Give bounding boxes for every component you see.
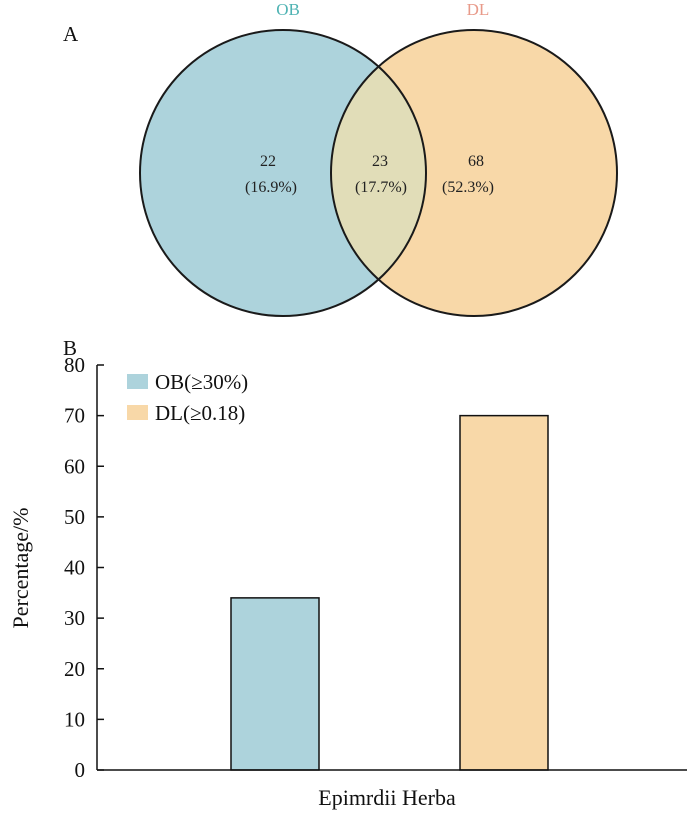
venn-count-overlap: 23 [372,153,388,170]
venn-count-ob-only: 22 [260,153,276,170]
venn-percent-dl-only: (52.3%) [442,179,494,196]
y-tick-label: 0 [75,758,86,782]
bar-ob [230,597,320,771]
panel-label-a: A [63,22,79,46]
y-tick-label: 40 [64,556,85,580]
venn-set-label-ob: OB [276,0,300,19]
y-axis-ticks: 0 10 20 30 40 50 60 70 80 [64,353,104,782]
y-tick-label: 10 [64,707,85,731]
panel-label-b: B [63,336,77,360]
venn-percent-ob-only: (16.9%) [245,179,297,196]
y-axis-label: Percentage/% [8,508,33,629]
venn-percent-overlap: (17.7%) [355,179,407,196]
bar-panel: B Percentage/% Epimrdii Herba 0 10 20 30 40 5… [8,336,687,810]
y-tick-label: 80 [64,353,85,377]
x-axis-label: Epimrdii Herba [318,785,456,810]
venn-outline-dl [330,29,618,317]
venn-panel: A OB DL 22 (16.9%) 23 (17.7%) 68 (52.3%) [63,0,618,317]
y-tick-label: 20 [64,657,85,681]
bars [230,414,549,771]
legend-label-dl: DL(≥0.18) [155,401,245,425]
legend: OB(≥30%) DL(≥0.18) [127,370,248,425]
legend-swatch-dl [127,405,148,420]
y-tick-label: 30 [64,606,85,630]
y-tick-label: 60 [64,454,85,478]
legend-swatch-ob [127,374,148,389]
venn-count-dl-only: 68 [468,153,484,170]
y-tick-label: 70 [64,404,85,428]
venn-overlap [331,30,426,316]
venn-set-label-dl: DL [467,0,490,19]
y-tick-label: 50 [64,505,85,529]
legend-label-ob: OB(≥30%) [155,370,248,394]
venn-outline-ob [139,29,427,317]
bar-dl [459,414,549,771]
